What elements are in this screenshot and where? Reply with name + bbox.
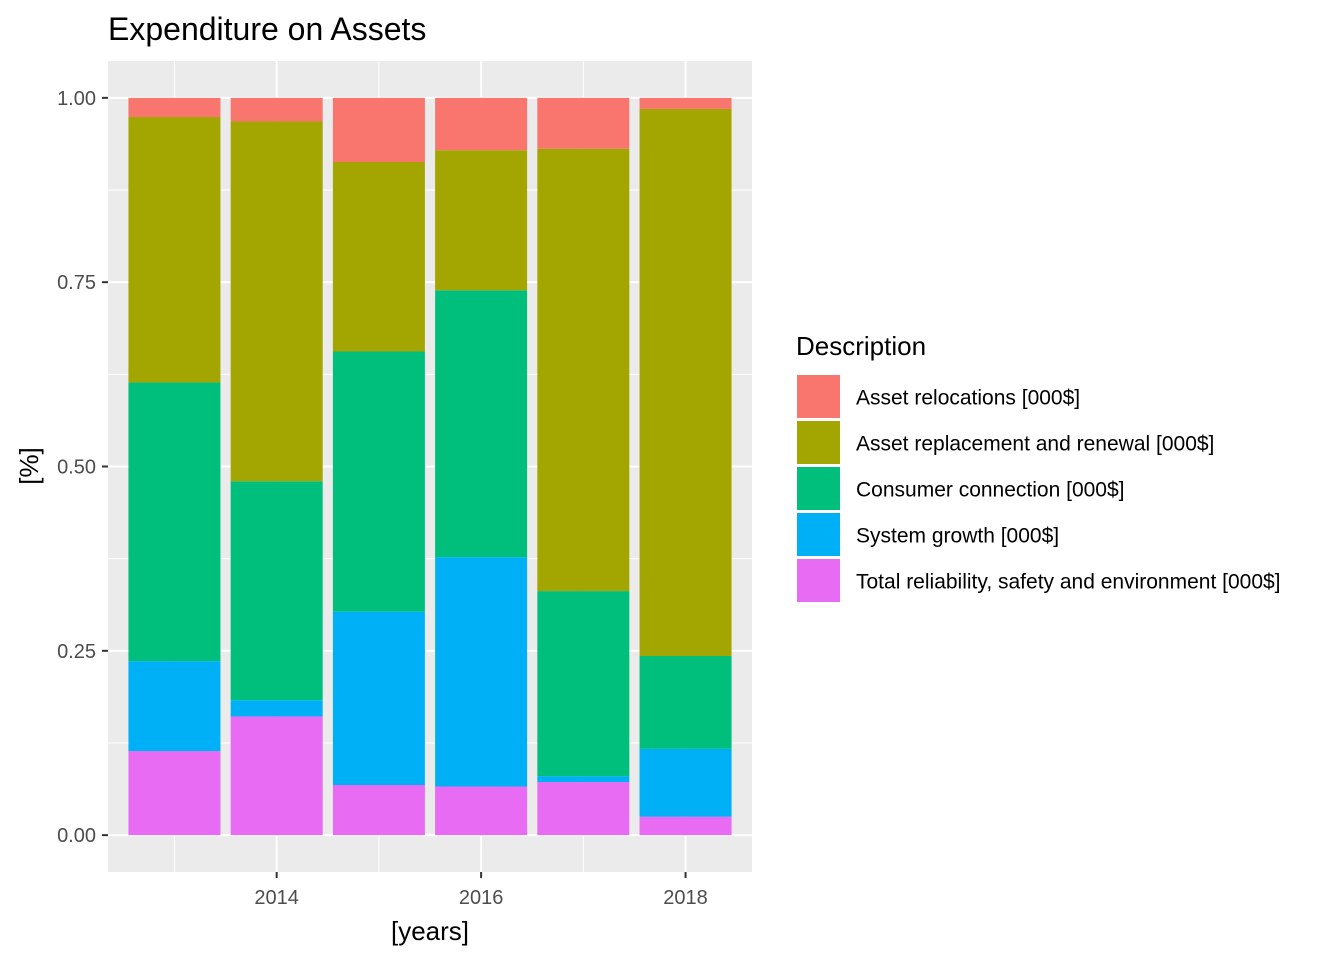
bar-segment [128, 751, 221, 836]
bar-segment [639, 816, 732, 836]
bar-segment [332, 162, 425, 352]
y-tick-label: 1.00 [57, 88, 96, 110]
bar-segment [128, 382, 221, 662]
bars [128, 97, 732, 836]
bar-segment [332, 611, 425, 786]
legend-label: Consumer connection [000$] [856, 479, 1125, 502]
bar-segment [435, 786, 528, 836]
bar-segment [332, 785, 425, 836]
legend-key [797, 513, 840, 556]
bar-segment [128, 117, 221, 383]
bar-segment [230, 716, 323, 836]
y-tick-label: 0.50 [57, 457, 96, 479]
y-axis: 0.00 0.25 0.50 0.75 1.00 [57, 88, 108, 847]
x-tick-label: 2018 [663, 887, 708, 909]
x-tick-label: 2014 [254, 887, 299, 909]
bar-segment [537, 776, 630, 783]
y-tick-label: 0.75 [57, 272, 96, 294]
bar-segment [639, 748, 732, 817]
legend-key [797, 559, 840, 602]
bar-segment [332, 97, 425, 163]
bar-segment [537, 97, 630, 149]
bar-segment [537, 148, 630, 592]
bar-segment [332, 351, 425, 612]
bar-segment [435, 290, 528, 558]
bar-segment [639, 97, 732, 109]
legend-key [797, 421, 840, 464]
y-tick-label: 0.00 [57, 825, 96, 847]
bar-segment [128, 97, 221, 118]
bar-segment [435, 557, 528, 787]
y-tick-label: 0.25 [57, 641, 96, 663]
legend-label: System growth [000$] [856, 525, 1059, 548]
bar-segment [537, 591, 630, 777]
chart-title: Expenditure on Assets [108, 11, 426, 47]
legend-label: Asset relocations [000$] [856, 387, 1080, 410]
legend-key [797, 375, 840, 418]
legend-title: Description [796, 331, 926, 361]
legend-items: Asset relocations [000$] Asset replacemen… [797, 375, 1281, 602]
bar-segment [230, 121, 323, 482]
bar-segment [639, 108, 732, 656]
bar-segment [435, 97, 528, 151]
bar-segment [537, 782, 630, 836]
bar-segment [435, 150, 528, 291]
bar-segment [230, 481, 323, 701]
x-tick-label: 2016 [459, 887, 504, 909]
legend-label: Asset replacement and renewal [000$] [856, 433, 1214, 456]
y-axis-title: [%] [14, 447, 44, 485]
bar-segment [639, 655, 732, 749]
bar-segment [230, 97, 323, 122]
x-axis-title: [years] [391, 916, 469, 946]
bar-segment [230, 700, 323, 717]
bar-segment [128, 661, 221, 752]
legend: Description Asset relocations [000$]Asse… [796, 331, 1281, 602]
x-axis: 2014 2016 2018 [254, 872, 708, 909]
legend-label: Total reliability, safety and environmen… [856, 571, 1281, 594]
legend-key [797, 467, 840, 510]
